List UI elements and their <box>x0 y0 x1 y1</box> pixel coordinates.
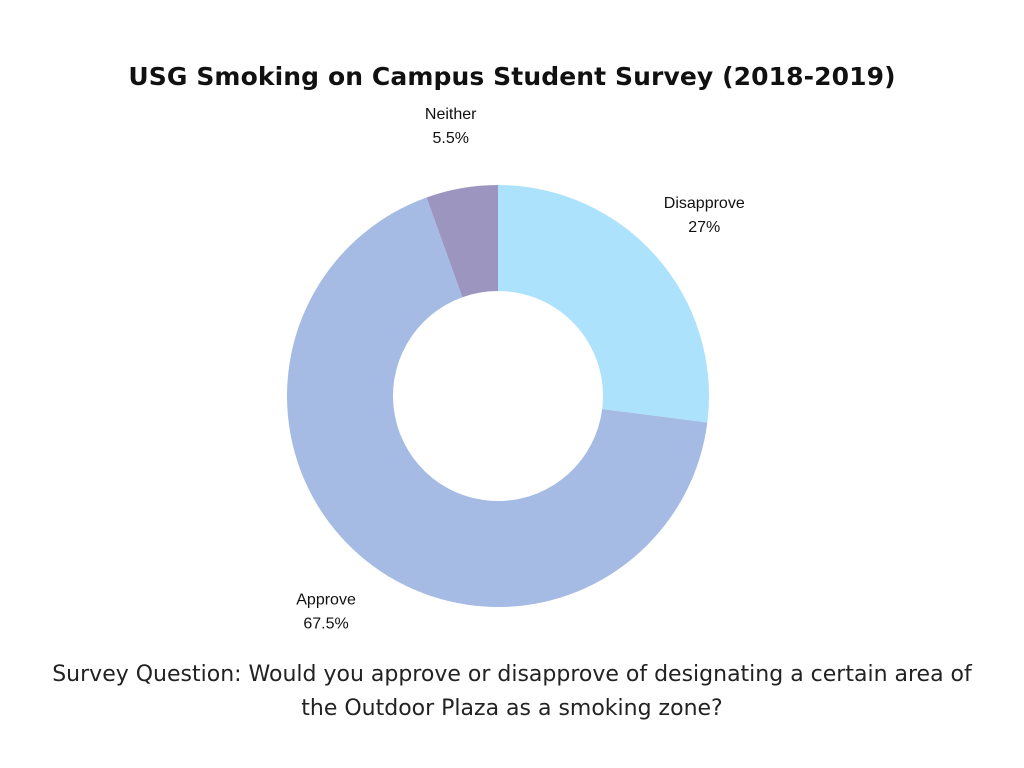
donut-slices <box>287 185 709 607</box>
slice-value-neither: 5.5% <box>432 130 468 147</box>
slice-disapprove <box>498 185 709 423</box>
slice-value-approve: 67.5% <box>303 616 348 633</box>
survey-question: Survey Question: Would you approve or di… <box>52 662 972 721</box>
slice-approve <box>287 197 708 607</box>
slice-label-approve: Approve <box>296 592 356 609</box>
slice-label-neither: Neither <box>425 106 477 123</box>
donut-chart: Disapprove 27% Approve 67.5% Neither 5.5% <box>287 106 745 633</box>
slice-neither <box>426 185 498 298</box>
slice-labels: Disapprove 27% Approve 67.5% Neither 5.5% <box>296 106 745 633</box>
slice-value-disapprove: 27% <box>688 219 720 236</box>
chart-title: USG Smoking on Campus Student Survey (20… <box>128 62 896 91</box>
slice-label-disapprove: Disapprove <box>664 195 745 212</box>
